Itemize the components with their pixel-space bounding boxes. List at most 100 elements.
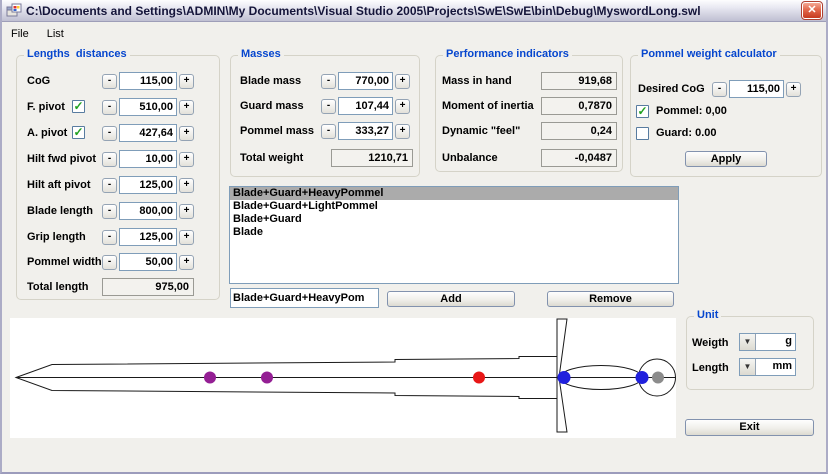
length-unit-value: mm [772,360,792,372]
hilt-aft-pivot-marker [635,371,649,384]
pommel-width-plus-button[interactable]: + [179,255,194,270]
total-length-label: Total length [27,281,89,293]
add-button[interactable]: Add [387,291,515,307]
unbalance-label: Unbalance [442,152,498,164]
pommel-width-minus-button[interactable]: - [102,255,117,270]
guard-checkbox-label: Guard: 0.00 [656,127,717,139]
a-pivot-value-field[interactable]: 427,64 [119,124,177,142]
blade-length-minus-button[interactable]: - [102,204,117,219]
list-item[interactable]: Blade+Guard [233,213,302,225]
a-pivot-label: A. pivot [27,127,68,139]
pommel-checkbox[interactable]: ✓ [636,104,649,118]
total-weight-label: Total weight [240,152,304,164]
total-length-value: 975,00 [102,278,194,296]
grip-length-label: Grip length [27,231,86,243]
f-pivot-label: F. pivot [27,101,65,113]
remove-button[interactable]: Remove [547,291,674,307]
hilt-fwd-pivot-minus-button[interactable]: - [102,152,117,167]
chevron-down-icon[interactable]: ▼ [740,359,756,375]
config-name-input[interactable] [230,288,379,308]
a-pivot-minus-button[interactable]: - [102,126,117,141]
cog-value-field[interactable]: 115,00 [119,72,177,90]
group-title: Unit [694,309,722,321]
weight-unit-combobox[interactable]: ▼ g [739,333,796,351]
app-icon [6,3,22,16]
hilt-aft-pivot-value-field[interactable]: 125,00 [119,176,177,194]
blade-length-value-field[interactable]: 800,00 [119,202,177,220]
group-masses: Masses Blade mass - 770,00 + Guard mass … [230,48,420,177]
pommel-checkbox-label: Pommel: 0,00 [656,105,727,117]
hilt-aft-pivot-minus-button[interactable]: - [102,178,117,193]
group-unit: Unit Weigth ▼ g Length ▼ mm [686,309,814,390]
hilt-fwd-pivot-marker [557,371,571,384]
guard-checkbox[interactable]: ✓ [636,127,649,140]
dynamic-feel-value: 0,24 [541,122,617,140]
list-item[interactable]: Blade+Guard+LightPommel [233,200,378,212]
blade-length-label: Blade length [27,205,94,217]
guard-outline [556,318,568,433]
weight-unit-value: g [785,335,792,347]
config-listbox[interactable]: Blade+Guard+HeavyPommel Blade+Guard+Ligh… [229,186,679,284]
pommel-mass-value-field[interactable]: 333,27 [338,122,393,140]
cog-minus-button[interactable]: - [102,74,117,89]
mass-in-hand-value: 919,68 [541,72,617,90]
group-pommel-weight-calculator: Pommel weight calculator Desired CoG - 1… [630,48,822,177]
f-pivot-checkbox[interactable]: ✓ [72,99,85,113]
aft-pivot-marker [261,371,273,384]
f-pivot-plus-button[interactable]: + [179,100,194,115]
f-pivot-value-field[interactable]: 510,00 [119,98,177,116]
cog-plus-button[interactable]: + [179,74,194,89]
guard-mass-label: Guard mass [240,100,304,112]
hilt-aft-pivot-plus-button[interactable]: + [179,178,194,193]
pommel-mass-label: Pommel mass [240,125,314,137]
mass-in-hand-label: Mass in hand [442,75,512,87]
moment-of-inertia-value: 0,7870 [541,97,617,115]
group-title: Pommel weight calculator [638,48,780,60]
hilt-fwd-pivot-label: Hilt fwd pivot [27,153,97,165]
group-lengths-distances: Lengths distances CoG - 115,00 + F. pivo… [16,48,220,300]
desired-cog-value-field[interactable]: 115,00 [729,80,784,98]
a-pivot-plus-button[interactable]: + [179,126,194,141]
list-item[interactable]: Blade+Guard+HeavyPommel [230,187,678,200]
exit-button[interactable]: Exit [685,419,814,436]
hilt-fwd-pivot-plus-button[interactable]: + [179,152,194,167]
length-unit-combobox[interactable]: ▼ mm [739,358,796,376]
a-pivot-checkbox[interactable]: ✓ [72,125,85,139]
length-unit-label: Length [692,362,729,374]
unbalance-value: -0,0487 [541,149,617,167]
forward-pivot-marker [204,371,216,384]
guard-mass-value-field[interactable]: 107,44 [338,97,393,115]
group-title: Lengths distances [24,48,130,60]
blade-mass-minus-button[interactable]: - [321,74,336,89]
grip-length-minus-button[interactable]: - [102,230,117,245]
pommel-width-value-field[interactable]: 50,00 [119,253,177,271]
blade-mass-plus-button[interactable]: + [395,74,410,89]
dynamic-feel-label: Dynamic "feel" [442,125,521,137]
blade-mass-value-field[interactable]: 770,00 [338,72,393,90]
blade-length-plus-button[interactable]: + [179,204,194,219]
close-button[interactable]: ✕ [801,1,823,20]
apply-button[interactable]: Apply [685,151,767,167]
pommel-center-marker [652,371,664,384]
f-pivot-minus-button[interactable]: - [102,100,117,115]
cog-marker [473,371,485,384]
desired-cog-minus-button[interactable]: - [712,82,727,97]
chevron-down-icon[interactable]: ▼ [740,334,756,350]
title-bar: C:\Documents and Settings\ADMIN\My Docum… [2,0,826,22]
pommel-mass-minus-button[interactable]: - [321,124,336,139]
guard-mass-minus-button[interactable]: - [321,99,336,114]
desired-cog-label: Desired CoG [638,83,705,95]
menu-file[interactable]: File [11,27,29,40]
grip-length-value-field[interactable]: 125,00 [119,228,177,246]
hilt-fwd-pivot-value-field[interactable]: 10,00 [119,150,177,168]
weight-unit-label: Weigth [692,337,729,349]
grip-length-plus-button[interactable]: + [179,230,194,245]
menu-list[interactable]: List [46,27,64,40]
pommel-width-label: Pommel width [27,256,102,268]
pommel-mass-plus-button[interactable]: + [395,124,410,139]
guard-mass-plus-button[interactable]: + [395,99,410,114]
desired-cog-plus-button[interactable]: + [786,82,801,97]
cog-label: CoG [27,75,51,87]
list-item[interactable]: Blade [233,226,263,238]
